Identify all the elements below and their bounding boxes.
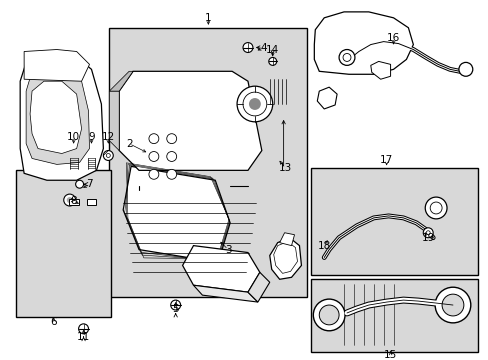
Circle shape — [425, 197, 446, 219]
Circle shape — [248, 98, 260, 110]
Text: 1: 1 — [204, 13, 211, 23]
Circle shape — [66, 197, 73, 203]
Polygon shape — [30, 81, 81, 153]
Polygon shape — [314, 12, 412, 74]
Text: 9: 9 — [88, 132, 95, 142]
Polygon shape — [109, 71, 133, 91]
Polygon shape — [269, 238, 301, 279]
Circle shape — [319, 305, 338, 325]
Circle shape — [441, 294, 463, 316]
Text: 12: 12 — [102, 132, 115, 142]
Circle shape — [149, 169, 159, 179]
Circle shape — [268, 58, 276, 66]
Circle shape — [237, 86, 272, 122]
Text: 5: 5 — [172, 304, 179, 314]
Circle shape — [243, 42, 252, 53]
Bar — [16, 170, 111, 317]
Text: 4: 4 — [260, 42, 266, 53]
Polygon shape — [193, 285, 257, 302]
Polygon shape — [247, 273, 269, 302]
Text: 3: 3 — [224, 244, 231, 255]
Circle shape — [79, 324, 88, 334]
Circle shape — [166, 134, 176, 144]
Circle shape — [343, 54, 350, 62]
Polygon shape — [182, 246, 259, 292]
Text: 15: 15 — [383, 350, 396, 360]
Circle shape — [434, 287, 470, 323]
Text: 16: 16 — [386, 33, 399, 42]
Polygon shape — [109, 91, 119, 150]
Polygon shape — [69, 199, 79, 205]
Circle shape — [149, 152, 159, 161]
Circle shape — [166, 152, 176, 161]
Circle shape — [76, 180, 83, 188]
Text: 6: 6 — [50, 317, 57, 327]
Circle shape — [313, 299, 345, 331]
Bar — [311, 168, 477, 275]
Text: 13: 13 — [279, 163, 292, 174]
Bar — [109, 28, 307, 297]
Polygon shape — [273, 242, 297, 273]
Polygon shape — [317, 87, 336, 109]
Circle shape — [423, 228, 432, 238]
Polygon shape — [279, 233, 294, 246]
Polygon shape — [20, 51, 103, 180]
Text: 18: 18 — [317, 240, 330, 251]
Polygon shape — [26, 64, 89, 165]
Text: 19: 19 — [421, 233, 434, 243]
Text: 17: 17 — [379, 156, 392, 166]
Circle shape — [458, 62, 472, 76]
Text: 14: 14 — [265, 45, 279, 54]
Circle shape — [149, 134, 159, 144]
Text: 11: 11 — [77, 332, 90, 342]
Polygon shape — [123, 166, 230, 262]
Circle shape — [106, 153, 110, 157]
Polygon shape — [119, 71, 261, 170]
Polygon shape — [370, 62, 390, 79]
Circle shape — [429, 202, 441, 214]
Circle shape — [243, 92, 266, 116]
Circle shape — [338, 50, 354, 66]
Circle shape — [103, 150, 113, 161]
Polygon shape — [24, 50, 89, 81]
Text: 7: 7 — [86, 179, 93, 189]
Text: 10: 10 — [67, 132, 80, 142]
Text: 2: 2 — [125, 139, 132, 149]
Text: 8: 8 — [70, 196, 77, 206]
Circle shape — [426, 231, 429, 235]
Polygon shape — [86, 199, 96, 205]
Circle shape — [170, 300, 180, 310]
Circle shape — [166, 169, 176, 179]
Bar — [311, 279, 477, 352]
Circle shape — [63, 194, 76, 206]
